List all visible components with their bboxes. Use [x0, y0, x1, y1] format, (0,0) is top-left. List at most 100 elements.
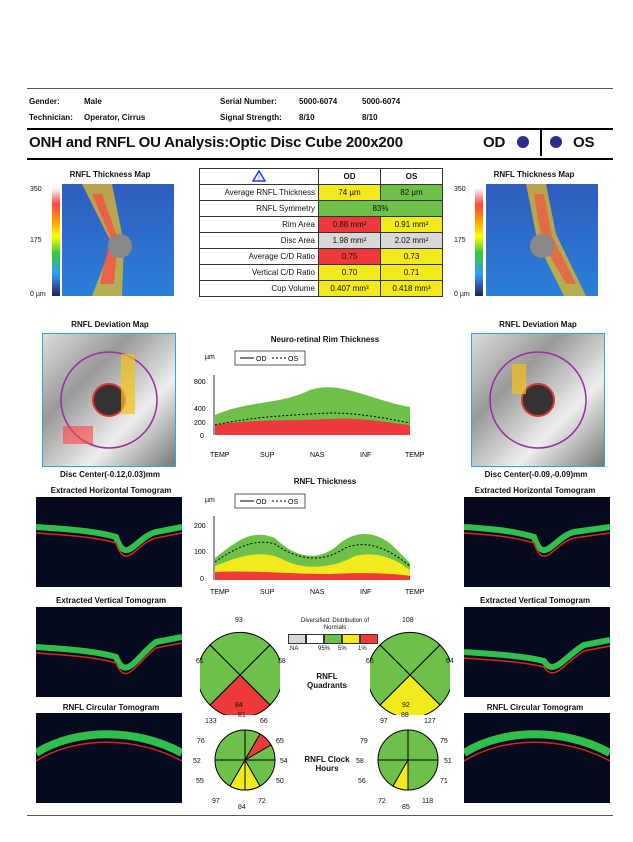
legend-label-5: 5% [338, 646, 347, 652]
table-head-od: OD [318, 168, 381, 185]
normals-legend-title: Diversified: Distribution of Normals [300, 618, 370, 631]
os-quad-i: 92 [402, 702, 410, 709]
os-clock-6: 85 [402, 804, 410, 811]
od-quadrant-chart [196, 615, 284, 719]
table-row: Average C/D Ratio 0.75 0.73 [199, 248, 443, 265]
table-row: Rim Area 0.88 mm² 0.91 mm² [199, 216, 443, 233]
row-label: Vertical C/D Ratio [199, 264, 319, 281]
row-od-value: 0.75 [318, 248, 381, 265]
gender-value: Male [84, 97, 102, 106]
row-os-value: 82 µm [380, 184, 443, 201]
os-color-scale-bar [475, 188, 483, 296]
svg-text:0: 0 [200, 433, 204, 440]
row-os-value: 0.418 mm³ [380, 280, 443, 297]
os-circular-tomogram [461, 713, 612, 803]
od-quad-t: 61 [196, 658, 204, 665]
od-clock-9: 52 [193, 758, 201, 765]
svg-text:400: 400 [194, 406, 206, 413]
od-clock-6: 84 [238, 804, 246, 811]
od-circular-tomogram [33, 713, 184, 803]
svg-text:200: 200 [194, 420, 206, 427]
od-scale-350: 350 [30, 186, 42, 193]
od-vertical-tomogram [35, 607, 183, 697]
row-od-value: 0.70 [318, 264, 381, 281]
warning-icon: ! [199, 168, 319, 185]
os-deviation-map [471, 333, 605, 467]
svg-text:SUP: SUP [260, 589, 275, 596]
legend-swatch-red [360, 634, 378, 644]
od-horizontal-tomo-title: Extracted Horizontal Tomogram [50, 486, 172, 495]
legend-swatch-yellow [342, 634, 360, 644]
os-clock-2: 75 [440, 738, 448, 745]
svg-text:800: 800 [194, 379, 206, 386]
svg-text:TEMP: TEMP [210, 452, 230, 459]
os-scale-175: 175 [454, 237, 466, 244]
os-scale-350: 350 [454, 186, 466, 193]
od-clock-10: 76 [197, 738, 205, 745]
row-label: Average RNFL Thickness [199, 184, 319, 201]
os-quad-n: 66 [366, 658, 374, 665]
os-clock-3: 51 [444, 758, 452, 765]
rim-chart-title: Neuro-retinal Rim Thickness [270, 335, 380, 344]
os-horizontal-tomogram [463, 497, 611, 587]
rnfl-chart: µm OD OS 200 100 0 TEMP SUP NAS INF TEMP [190, 488, 440, 603]
od-deviation-map-title: RNFL Deviation Map [71, 320, 149, 329]
od-scale-0: 0 µm [30, 291, 46, 298]
os-quad-t: 64 [446, 658, 454, 665]
os-disc-center: Disc Center(-0.09,-0.09)mm [484, 470, 588, 479]
os-thickness-map-title: RNFL Thickness Map [493, 170, 575, 179]
row-span-value: 83% [318, 200, 443, 217]
svg-text:NAS: NAS [310, 452, 325, 459]
legend-label-1: 1% [358, 646, 367, 652]
od-scale-175: 175 [30, 237, 42, 244]
signal-label: Signal Strength: [220, 113, 282, 122]
gender-label: Gender: [29, 97, 60, 106]
svg-text:TEMP: TEMP [405, 589, 425, 596]
row-od-value: 0.88 mm² [318, 216, 381, 233]
legend-label-95: 95% [318, 646, 331, 652]
svg-text:OS: OS [288, 499, 298, 506]
os-clock-8: 56 [358, 778, 366, 785]
os-vertical-tomo-title: Extracted Vertical Tomogram [479, 596, 591, 605]
od-clock-7: 97 [212, 798, 220, 805]
os-clock-9: 58 [356, 758, 364, 765]
rim-legend-os: OS [288, 356, 298, 363]
os-clock-chart [373, 725, 443, 795]
svg-text:0: 0 [200, 576, 204, 583]
table-row: Average RNFL Thickness 74 µm 82 µm [199, 184, 443, 201]
table-row: Cup Volume 0.407 mm³ 0.418 mm³ [199, 280, 443, 297]
page-frame [27, 88, 613, 816]
eye-divider [540, 130, 542, 156]
svg-text:NAS: NAS [310, 589, 325, 596]
od-clock-5: 72 [258, 798, 266, 805]
os-clock-5: 118 [422, 798, 434, 805]
svg-text:µm: µm [205, 497, 215, 504]
signal-od: 8/10 [299, 113, 315, 122]
od-clock-1: 66 [260, 718, 268, 725]
od-clock-2: 65 [276, 738, 284, 745]
os-clock-10: 79 [360, 738, 368, 745]
od-quad-i: 84 [235, 702, 243, 709]
row-label: Cup Volume [199, 280, 319, 297]
od-thickness-map-title: RNFL Thickness Map [69, 170, 151, 179]
os-horizontal-tomo-title: Extracted Horizontal Tomogram [474, 486, 596, 495]
od-eye-icon [517, 136, 529, 148]
svg-text:SUP: SUP [260, 452, 275, 459]
signal-os: 8/10 [362, 113, 378, 122]
table-header-row: ! OD OS [199, 168, 443, 185]
legend-swatch-na [288, 634, 306, 644]
os-vertical-tomogram [463, 607, 611, 697]
os-clock-11: 97 [380, 718, 388, 725]
technician-label: Technician: [29, 113, 73, 122]
page-title: ONH and RNFL OU Analysis:Optic Disc Cube… [29, 134, 403, 151]
od-clock-12: 81 [238, 712, 246, 719]
row-os-value: 0.73 [380, 248, 443, 265]
table-row: Vertical C/D Ratio 0.70 0.71 [199, 264, 443, 281]
od-horizontal-tomogram [35, 497, 183, 587]
od-clock-8: 55 [196, 778, 204, 785]
os-scale-0: 0 µm [454, 291, 470, 298]
os-thickness-map [486, 184, 598, 296]
od-circular-tomo-title: RNFL Circular Tomogram [62, 703, 160, 712]
od-vertical-tomo-title: Extracted Vertical Tomogram [55, 596, 167, 605]
row-os-value: 0.91 mm² [380, 216, 443, 233]
